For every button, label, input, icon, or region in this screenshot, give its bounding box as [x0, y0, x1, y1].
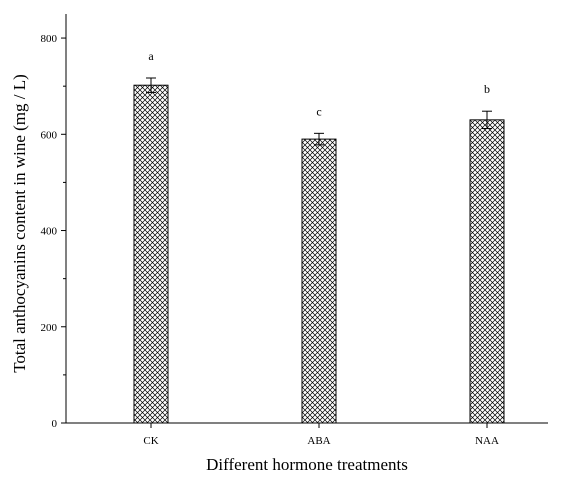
significance-labels-group: a c b [148, 49, 490, 118]
significance-label-naa: b [484, 82, 490, 96]
bar-aba [301, 138, 337, 424]
x-tick-label-aba: ABA [307, 435, 330, 447]
significance-label-ck: a [148, 49, 154, 63]
y-tick-label: 400 [41, 226, 58, 238]
x-tick-label-ck: CK [143, 435, 158, 447]
x-tick-label-naa: NAA [475, 435, 499, 447]
bar-naa [469, 119, 505, 424]
axes-group: 0 200 400 600 800 CK ABA NAA [41, 14, 548, 447]
y-tick-label: 600 [41, 129, 58, 141]
y-ticks-group: 0 200 400 600 800 [41, 33, 66, 430]
y-tick-label: 0 [52, 418, 58, 430]
bar-ck [133, 84, 169, 424]
x-axis-title: Different hormone treatments [206, 455, 408, 474]
y-axis-title: Total anthocyanins content in wine (mg /… [10, 74, 29, 373]
error-bars-group [146, 77, 492, 146]
x-ticks-group: CK ABA NAA [143, 423, 499, 447]
y-tick-label: 800 [41, 33, 58, 45]
y-tick-label: 200 [41, 322, 58, 334]
significance-label-aba: c [316, 104, 321, 118]
